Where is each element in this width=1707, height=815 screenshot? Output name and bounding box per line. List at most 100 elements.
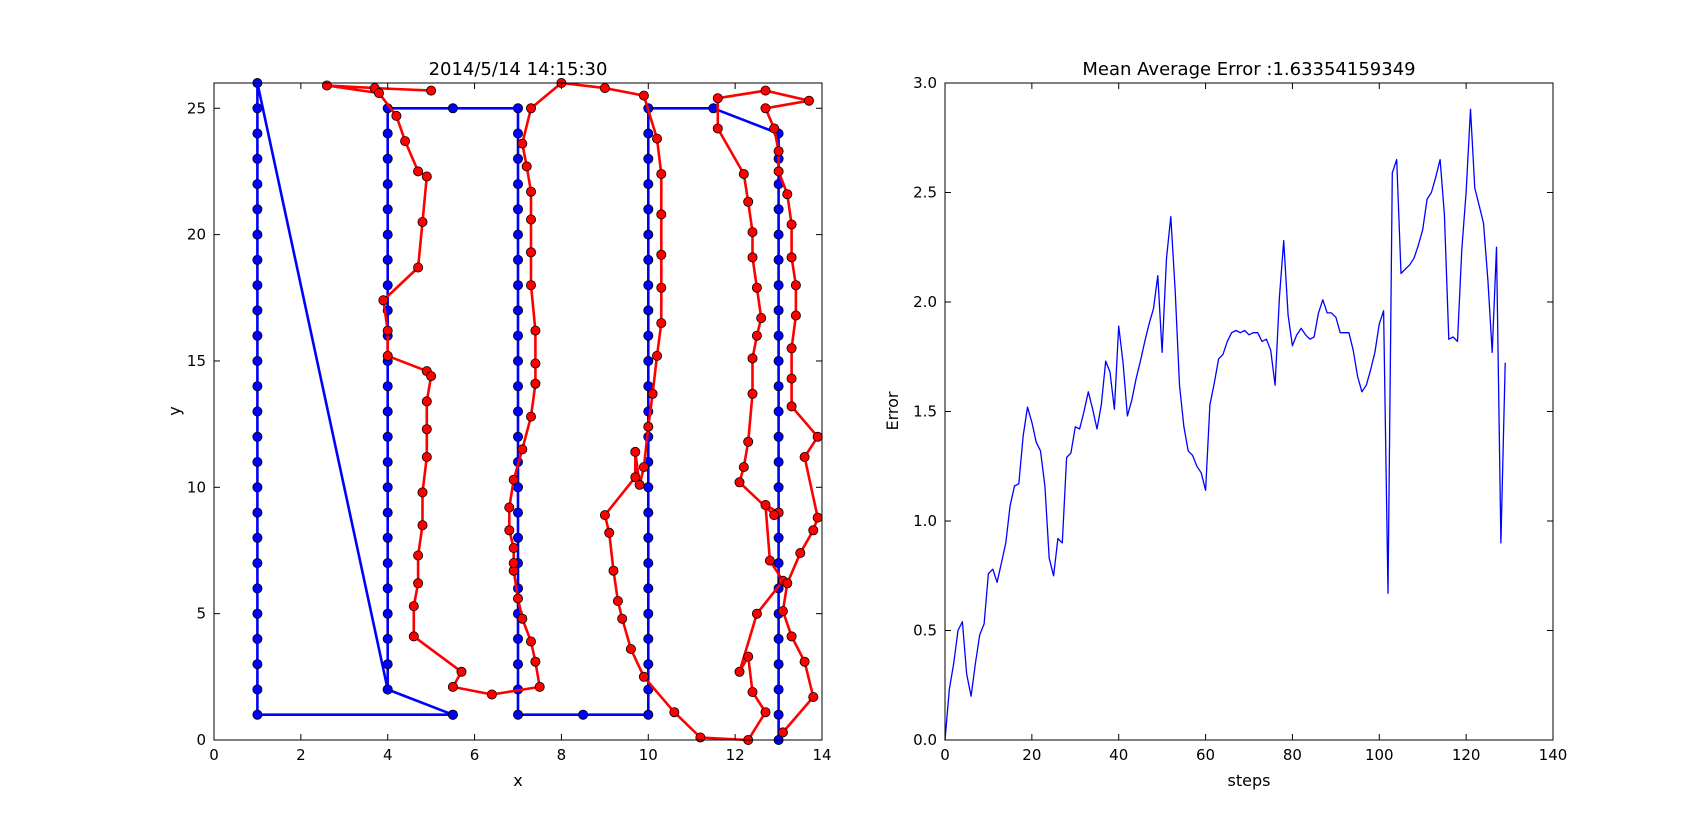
y-tick-label: 10 [187, 478, 206, 496]
y-tick-label: 0.0 [913, 731, 937, 749]
data-point [382, 482, 393, 493]
data-point [521, 161, 532, 172]
data-point [747, 687, 758, 698]
data-point [773, 254, 784, 265]
data-point [447, 681, 458, 692]
data-point [751, 330, 762, 341]
data-point [530, 378, 541, 389]
error-ticks: 0 20 40 60 80 100 120 140 0.0 0.5 1.0 1.5 2.0 2.5 3.0 [913, 74, 1567, 764]
data-point [656, 282, 667, 293]
data-point [643, 482, 654, 493]
data-point [790, 310, 801, 321]
data-point [513, 381, 524, 392]
data-point [382, 633, 393, 644]
trajectory-plot: 0 2 4 6 8 10 12 14 0 5 10 15 20 25 2014/5/14 14:15:30… [165, 59, 832, 790]
data-point [252, 583, 263, 594]
data-point [530, 358, 541, 369]
data-point [252, 709, 263, 720]
data-point [382, 128, 393, 139]
data-point [413, 166, 424, 177]
data-point [252, 608, 263, 619]
x-tick-label: 8 [557, 746, 567, 764]
data-point [513, 532, 524, 543]
data-point [382, 507, 393, 518]
data-point [773, 558, 784, 569]
data-point [773, 305, 784, 316]
data-point [747, 353, 758, 364]
data-point [526, 247, 537, 258]
y-tick-label: 15 [187, 352, 206, 370]
data-point [643, 153, 654, 164]
data-point [421, 396, 432, 407]
data-point [643, 507, 654, 518]
x-axis-label: x [513, 771, 522, 790]
data-point [508, 543, 519, 554]
plot-frame [213, 82, 823, 741]
data-point [426, 371, 437, 382]
data-point [738, 168, 749, 179]
data-point [773, 532, 784, 543]
data-point [751, 608, 762, 619]
data-point [773, 684, 784, 695]
data-point [773, 381, 784, 392]
data-point [643, 204, 654, 215]
data-point [526, 214, 537, 225]
data-point [486, 689, 497, 700]
data-point [526, 280, 537, 291]
data-point [513, 659, 524, 670]
data-point [513, 305, 524, 316]
y-tick-label: 0.5 [913, 622, 937, 640]
x-tick-label: 60 [1196, 746, 1215, 764]
data-point [608, 565, 619, 576]
data-point [751, 282, 762, 293]
data-point [382, 325, 393, 336]
data-point [695, 732, 706, 743]
x-tick-label: 80 [1283, 746, 1302, 764]
data-point [252, 103, 263, 114]
data-point [743, 651, 754, 662]
data-point [382, 583, 393, 594]
data-point [808, 525, 819, 536]
data-point [513, 229, 524, 240]
data-point [391, 110, 402, 121]
data-point [447, 709, 458, 720]
x-tick-label: 6 [470, 746, 480, 764]
data-point [656, 318, 667, 329]
data-point [513, 355, 524, 366]
data-point [513, 593, 524, 604]
data-point [513, 179, 524, 190]
data-point [786, 373, 797, 384]
data-point [643, 558, 654, 569]
data-point [252, 204, 263, 215]
y-axis-label: Error [883, 391, 902, 430]
data-point [513, 128, 524, 139]
data-point [643, 330, 654, 341]
data-point [812, 512, 823, 523]
data-point [382, 608, 393, 619]
data-point [643, 254, 654, 265]
data-point [795, 548, 806, 559]
data-point [252, 254, 263, 265]
y-tick-label: 20 [187, 226, 206, 244]
data-point [517, 138, 528, 149]
plot-frame [944, 82, 1554, 741]
data-point [408, 601, 419, 612]
data-point [638, 671, 649, 682]
data-point [773, 229, 784, 240]
x-tick-label: 2 [296, 746, 306, 764]
data-point [252, 684, 263, 695]
data-point [578, 709, 589, 720]
data-point [252, 229, 263, 240]
data-point [382, 280, 393, 291]
data-point [513, 254, 524, 265]
data-point [382, 684, 393, 695]
data-point [643, 532, 654, 543]
data-point [773, 633, 784, 644]
trajectory-ticks: 0 2 4 6 8 10 12 14 0 5 10 15 20 25 [187, 83, 832, 764]
data-point [530, 325, 541, 336]
data-point [426, 85, 437, 96]
data-point [777, 727, 788, 738]
data-point [252, 507, 263, 518]
data-point [643, 583, 654, 594]
